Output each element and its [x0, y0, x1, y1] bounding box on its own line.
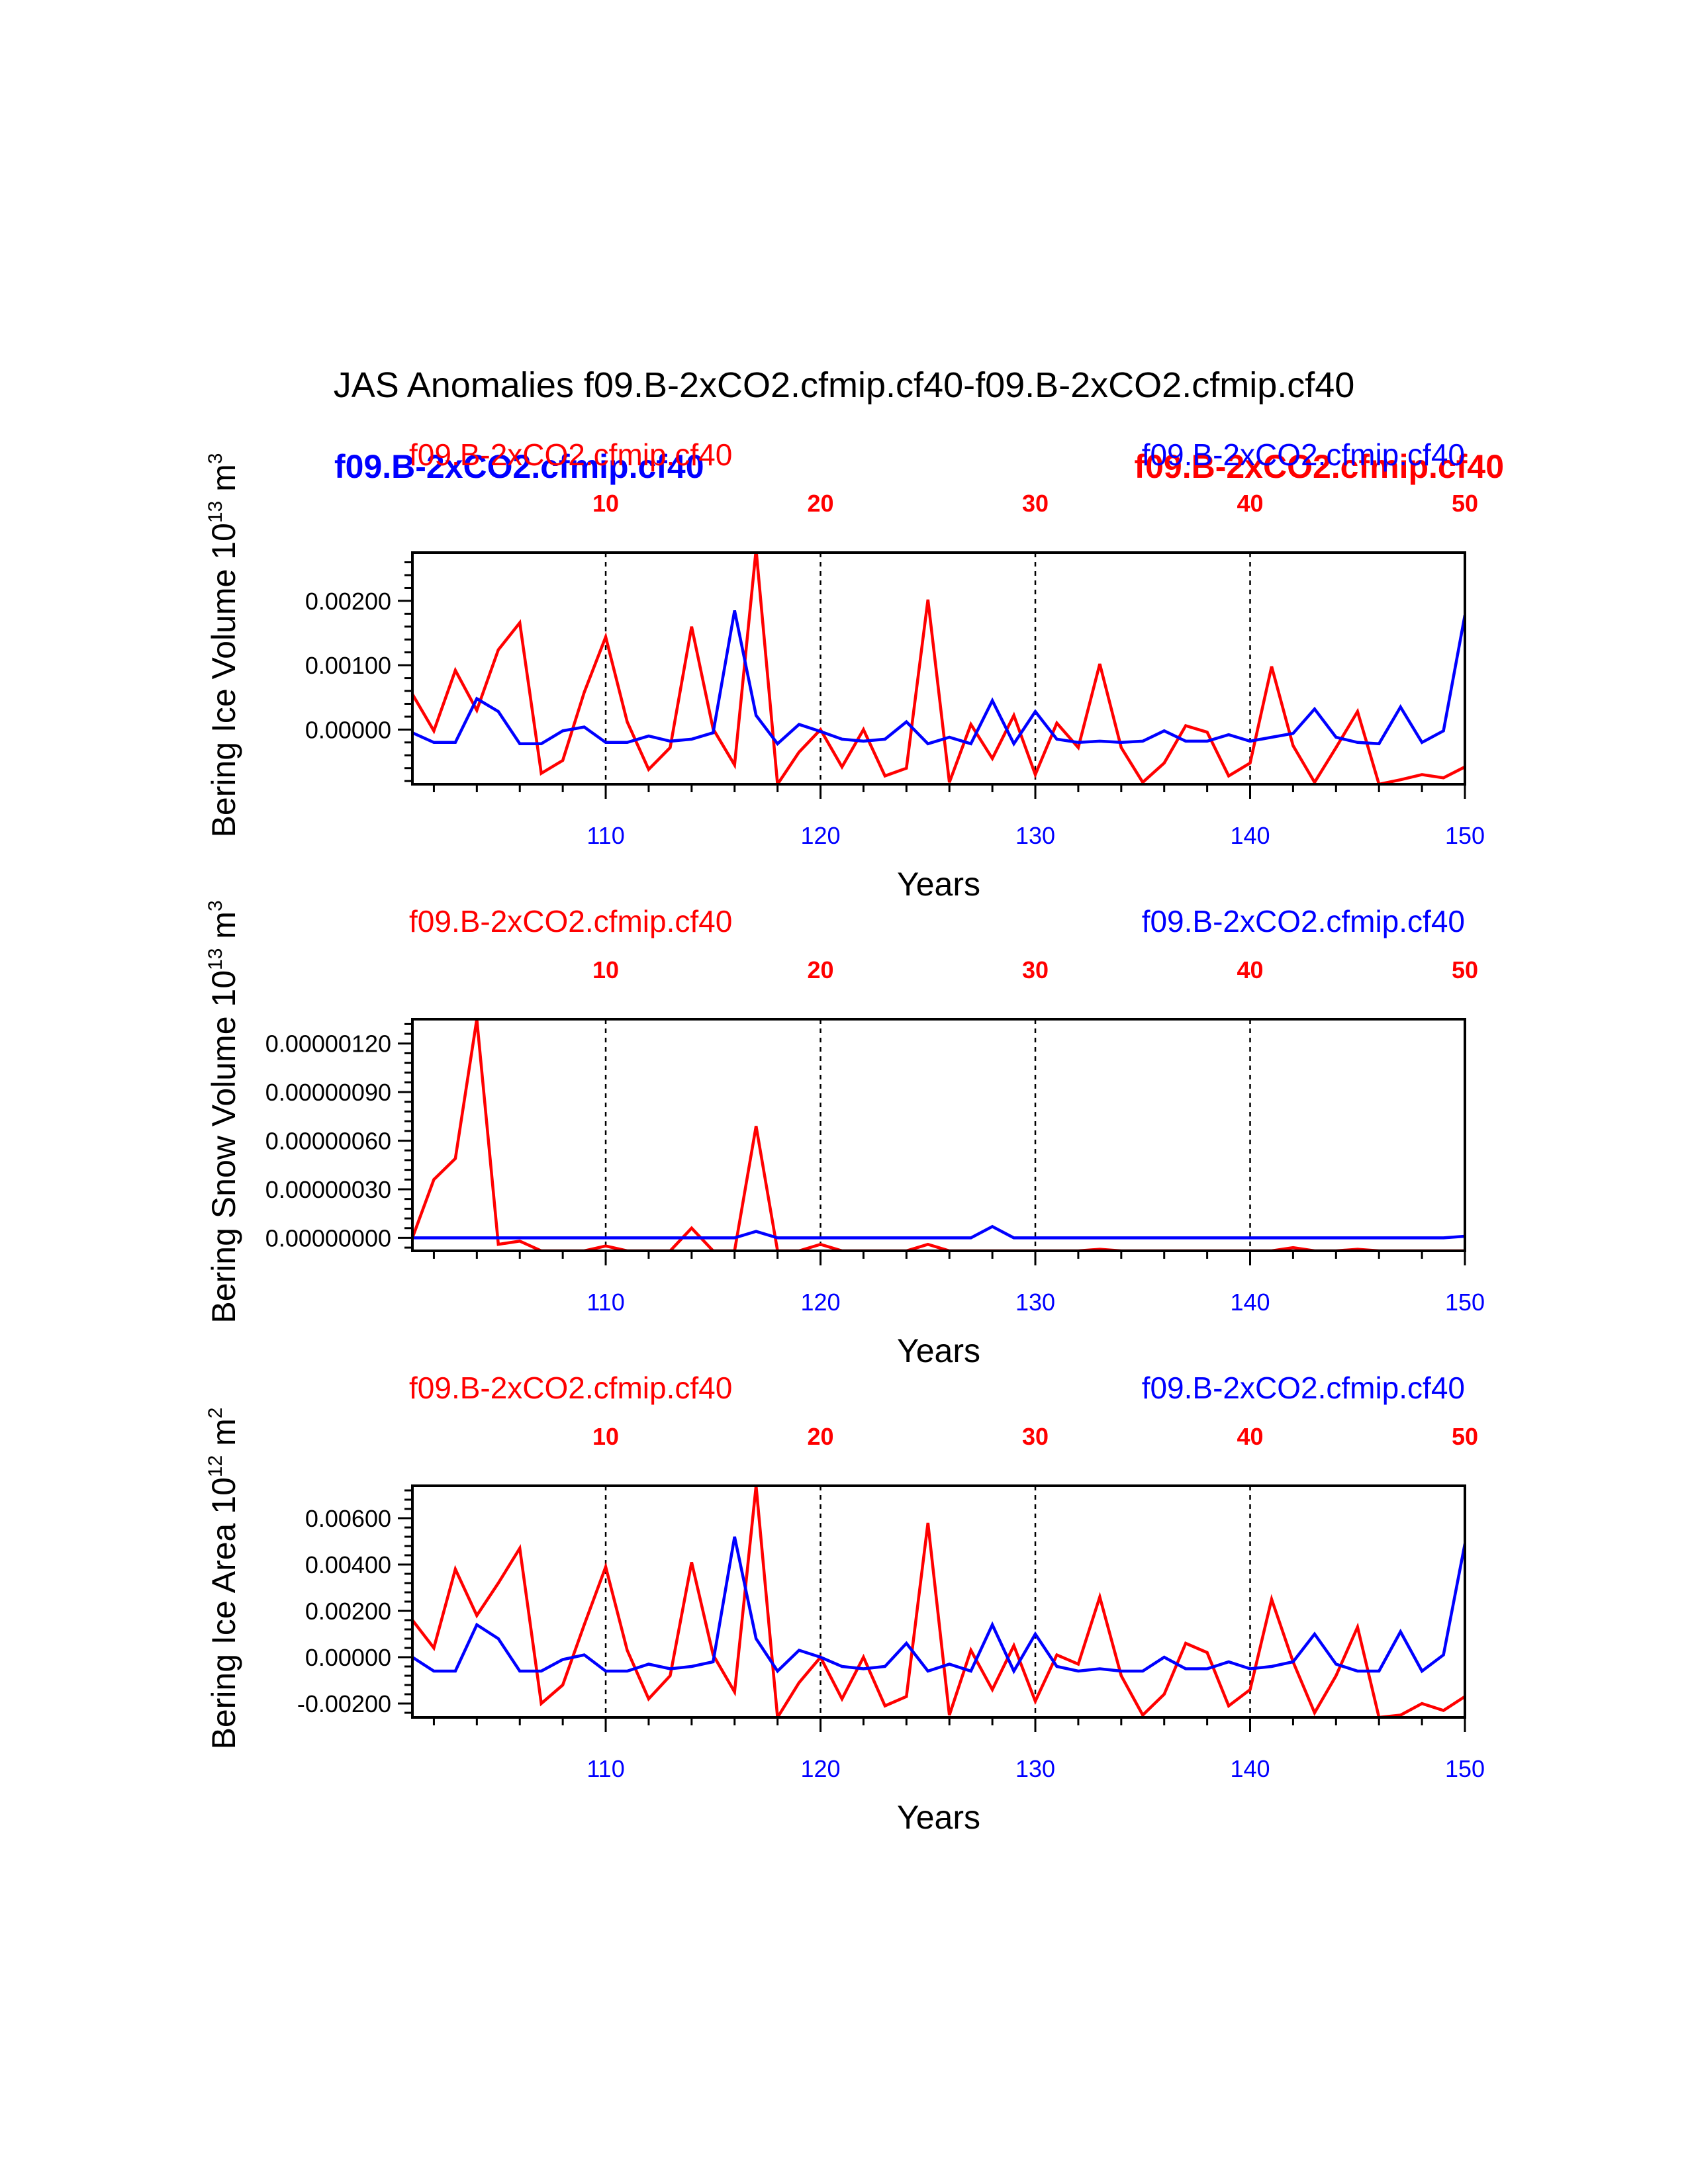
x-top-tick-label: 50: [1452, 956, 1478, 983]
y-tick-label: 0.00000030: [265, 1176, 391, 1203]
x-top-tick-label: 40: [1237, 956, 1263, 983]
y-axis-title: Bering Ice Area 1012 m2: [205, 1408, 242, 1750]
figure-title: JAS Anomalies f09.B-2xCO2.cfmip.cf40-f09…: [334, 365, 1355, 405]
right-case-label: f09.B-2xCO2.cfmip.cf40: [1142, 1371, 1465, 1405]
y-tick-label: 0.00200: [305, 1598, 391, 1625]
x-top-tick-label: 20: [808, 490, 834, 517]
x-bottom-tick-label: 110: [586, 1289, 624, 1316]
plot-frame: [411, 1484, 1466, 1719]
y-tick-label: -0.00200: [297, 1690, 391, 1717]
x-top-tick-label: 10: [592, 956, 619, 983]
x-bottom-tick-label: 150: [1445, 1755, 1485, 1782]
x-bottom-tick-label: 140: [1230, 1289, 1270, 1316]
y-tick-label: 0.00000090: [265, 1079, 391, 1106]
left-case-label: f09.B-2xCO2.cfmip.cf40: [409, 904, 732, 938]
overlay-label-bold-blue: f09.B-2xCO2.cfmip.cf40: [334, 448, 704, 485]
x-top-tick-label: 30: [1022, 490, 1049, 517]
series-line-red: [412, 553, 1465, 784]
x-bottom-tick-label: 120: [800, 822, 840, 849]
series-line-red: [412, 1486, 1465, 1717]
overlay-label-bold-red: f09.B-2xCO2.cfmip.cf40: [1134, 448, 1504, 485]
y-tick-label: 0.00100: [305, 652, 391, 679]
y-tick-label: 0.00000120: [265, 1030, 391, 1058]
x-bottom-tick-label: 150: [1445, 1289, 1485, 1316]
x-bottom-tick-label: 110: [586, 1755, 624, 1782]
y-tick-label: 0.00000060: [265, 1128, 391, 1155]
right-case-label: f09.B-2xCO2.cfmip.cf40: [1142, 904, 1465, 938]
x-top-tick-label: 40: [1237, 1423, 1263, 1450]
y-tick-label: 0.00400: [305, 1551, 391, 1578]
x-bottom-tick-label: 140: [1230, 822, 1270, 849]
x-bottom-tick-label: 130: [1015, 1755, 1055, 1782]
chart-panel-2: 0.00000120 0.00000090 0.00000060 0.00000030…: [205, 900, 1485, 1369]
x-axis-title: Years: [897, 1332, 980, 1369]
series-line-red: [412, 1019, 1465, 1251]
left-case-label: f09.B-2xCO2.cfmip.cf40: [409, 437, 732, 472]
x-bottom-tick-label: 130: [1015, 1289, 1055, 1316]
x-bottom-tick-label: 120: [800, 1289, 840, 1316]
series-line-blue: [412, 1536, 1465, 1674]
x-top-tick-label: 40: [1237, 490, 1263, 517]
x-axis-title: Years: [897, 866, 980, 903]
x-bottom-tick-label: 140: [1230, 1755, 1270, 1782]
y-tick-label: 0.00000000: [265, 1224, 391, 1251]
y-axis-title: Bering Ice Volume 1013 m3: [205, 453, 242, 838]
x-top-tick-label: 10: [592, 1423, 619, 1450]
y-tick-label: 0.00200: [305, 588, 391, 615]
left-case-label: f09.B-2xCO2.cfmip.cf40: [409, 1371, 732, 1405]
x-top-tick-label: 50: [1452, 1423, 1478, 1450]
y-tick-label: 0.00000: [305, 1644, 391, 1671]
x-top-tick-label: 10: [592, 490, 619, 517]
y-tick-label: 0.00000: [305, 716, 391, 743]
series-line-blue: [412, 1224, 1465, 1240]
x-bottom-tick-label: 130: [1015, 822, 1055, 849]
x-axis-title: Years: [897, 1799, 980, 1836]
x-top-tick-label: 50: [1452, 490, 1478, 517]
right-case-label: f09.B-2xCO2.cfmip.cf40: [1142, 437, 1465, 472]
plot-frame: [411, 1018, 1466, 1252]
x-bottom-tick-label: 150: [1445, 822, 1485, 849]
x-bottom-tick-label: 110: [586, 822, 624, 849]
x-top-tick-label: 20: [808, 956, 834, 983]
plot-frame: [411, 551, 1466, 786]
x-top-tick-label: 30: [1022, 1423, 1049, 1450]
chart-panel-1: 0.00200 0.00100 0.00000 110 120 130 140 150 10 20…: [205, 437, 1485, 903]
y-tick-label: 0.00600: [305, 1505, 391, 1532]
y-axis-title: Bering Snow Volume 1013 m3: [205, 900, 242, 1323]
x-top-tick-label: 30: [1022, 956, 1049, 983]
series-line-blue: [412, 610, 1465, 747]
x-top-tick-label: 20: [808, 1423, 834, 1450]
chart-panel-3: 0.00600 0.00400 0.00200 0.00000 -0.00200 110 1…: [205, 1371, 1485, 1836]
x-bottom-tick-label: 120: [800, 1755, 840, 1782]
